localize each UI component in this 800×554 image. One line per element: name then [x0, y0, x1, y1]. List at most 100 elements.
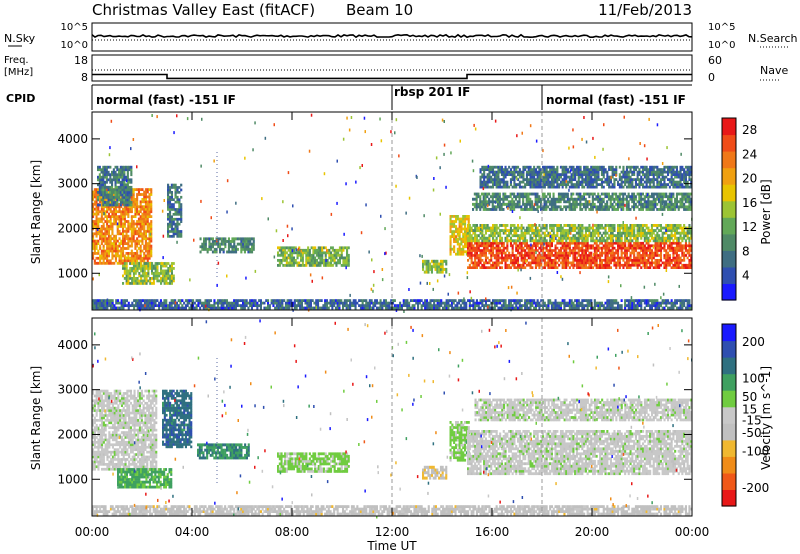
echo-cell [99, 232, 102, 236]
echo-cell [540, 229, 543, 232]
echo-cell [565, 266, 568, 269]
echo-cell [278, 264, 281, 267]
echo-cell [613, 254, 616, 257]
echo-cell [550, 202, 553, 206]
echo-cell [497, 192, 500, 196]
echo-cell [123, 193, 126, 197]
echo-cell [529, 200, 532, 204]
echo-cell [490, 229, 493, 232]
echo-cell [242, 247, 245, 251]
echo-cell [559, 183, 562, 186]
echo-cell [543, 170, 546, 174]
echo-cell [125, 282, 128, 285]
echo-cell [643, 200, 646, 204]
echo-cell [145, 262, 148, 265]
echo-cell [688, 236, 691, 240]
echo-cell [176, 227, 179, 231]
echo-cell [531, 239, 534, 243]
echo-cell [572, 251, 575, 255]
echo-cell [525, 226, 528, 230]
echo-cell [600, 202, 603, 206]
echo-cell [449, 220, 452, 223]
echo-cell [172, 220, 175, 223]
echo-cell [522, 202, 525, 206]
echo-cell [122, 212, 125, 216]
echo-cell [180, 203, 183, 206]
echo-cell [106, 225, 109, 228]
echo-cell [143, 252, 146, 255]
echo-cell [525, 170, 528, 174]
echo-cell [656, 244, 659, 248]
echo-cell [584, 165, 587, 169]
echo-cell [602, 244, 605, 248]
echo-cell [515, 175, 518, 179]
echo-cell [579, 173, 582, 176]
echo-cell [125, 203, 128, 207]
echo-cell [543, 263, 546, 267]
echo-cell [242, 242, 245, 246]
echo-cell [538, 165, 541, 169]
echo-cell [586, 185, 589, 189]
echo-cell [674, 200, 677, 204]
echo-cell [233, 242, 236, 246]
echo-cell [483, 266, 486, 269]
echo-cell [540, 180, 543, 184]
echo-cell [129, 272, 132, 275]
echo-cell [498, 195, 501, 199]
echo-cell [151, 262, 154, 265]
echo-cell [640, 266, 643, 269]
echo-cell [130, 242, 133, 245]
echo-cell [550, 261, 553, 265]
echo-cell [636, 205, 639, 209]
echo-cell [536, 205, 539, 209]
echo-cell [509, 254, 512, 257]
echo-cell [305, 264, 308, 267]
echo-cell [495, 241, 498, 245]
echo-cell [661, 236, 664, 240]
echo-cell [656, 234, 659, 238]
echo-cell [558, 178, 561, 181]
echo-cell [285, 256, 288, 260]
echo-cell [634, 224, 637, 227]
echo-cell [586, 254, 589, 257]
echo-cell [527, 244, 530, 248]
echo-cell [219, 237, 222, 241]
echo-cell [277, 246, 280, 250]
echo-cell [675, 239, 678, 243]
echo-cell [563, 192, 566, 196]
echo-cell [586, 178, 589, 181]
echo-cell [579, 175, 582, 179]
echo-cell [545, 229, 548, 232]
echo-cell [629, 229, 632, 232]
echo-cell [475, 263, 478, 267]
echo-cell [583, 234, 586, 238]
echo-cell [137, 217, 140, 221]
echo-cell [547, 170, 550, 174]
echo-cell [213, 247, 216, 251]
echo-cell [335, 251, 338, 255]
echo-cell [659, 256, 662, 260]
echo-cell [107, 205, 110, 209]
echo-cell [686, 231, 689, 235]
echo-cell [479, 241, 482, 245]
echo-cell [608, 165, 611, 169]
echo-cell [109, 261, 112, 265]
echo-cell [119, 201, 122, 204]
echo-cell [529, 266, 532, 269]
echo-cell [100, 191, 103, 194]
echo-cell [540, 178, 543, 181]
echo-cell [620, 249, 623, 252]
echo-cell [508, 256, 511, 260]
echo-cell [642, 256, 645, 260]
echo-cell [527, 173, 530, 176]
echo-cell [337, 248, 340, 252]
echo-cell [465, 245, 468, 249]
echo-cell [529, 234, 532, 238]
echo-cell [552, 170, 555, 174]
echo-cell [575, 259, 578, 262]
echo-cell [168, 186, 172, 189]
echo-cell [593, 246, 596, 250]
echo-cell [161, 264, 164, 268]
echo-cell [102, 203, 105, 207]
echo-cell [118, 242, 121, 245]
